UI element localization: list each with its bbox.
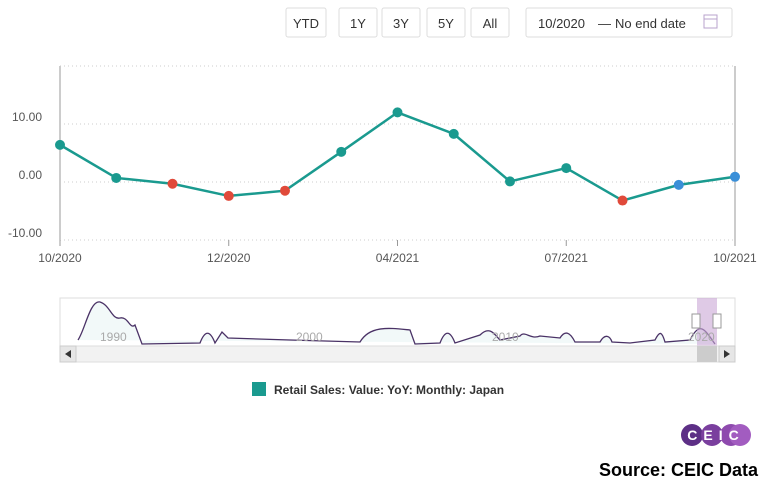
range-button-label: 1Y [350, 16, 366, 31]
navigator-window[interactable] [697, 298, 717, 346]
data-point[interactable] [336, 146, 347, 157]
navigator-handle[interactable] [712, 313, 722, 329]
data-point[interactable] [167, 178, 178, 189]
scrollbar[interactable] [59, 345, 736, 363]
range-button[interactable] [426, 7, 466, 38]
range-button-label: 3Y [393, 16, 409, 31]
y-tick-label: 0.00 [19, 168, 43, 182]
scroll-thumb[interactable] [697, 346, 717, 362]
logo: CEIC [681, 424, 751, 446]
navigator-label: 2010 [492, 330, 519, 344]
data-point[interactable] [55, 139, 65, 150]
x-tick-label: 10/2020 [38, 251, 82, 265]
logo-text: CEIC [687, 427, 744, 443]
navigator-line [77, 301, 716, 345]
range-button[interactable] [338, 7, 378, 38]
data-point[interactable] [561, 163, 572, 174]
legend-swatch[interactable] [252, 382, 266, 396]
range-button[interactable] [381, 7, 421, 38]
x-tick-label: 07/2021 [545, 251, 589, 265]
data-point[interactable] [280, 185, 290, 196]
y-tick-label: -10.00 [8, 226, 42, 240]
data-point[interactable] [730, 171, 740, 182]
navigator-label: 2000 [296, 330, 323, 344]
range-button[interactable] [285, 7, 327, 38]
range-button-label: All [483, 16, 498, 31]
series-line [59, 110, 736, 202]
data-point[interactable] [505, 176, 515, 187]
data-point[interactable] [111, 172, 122, 183]
y-tick-label: 10.00 [12, 110, 42, 124]
x-tick-label: 12/2020 [207, 251, 251, 265]
range-button-label: 5Y [438, 16, 454, 31]
data-point[interactable] [448, 128, 459, 139]
calendar-icon [703, 14, 718, 29]
source: Source: CEIC Data [599, 460, 759, 480]
data-point[interactable] [223, 190, 234, 201]
date-separator: — [598, 16, 611, 31]
navigator-label: 2020 [688, 330, 715, 344]
date-end: No end date [615, 16, 686, 31]
x-tick-label: 04/2021 [376, 251, 420, 265]
navigator-handle[interactable] [691, 313, 701, 329]
navigator-label: 1990 [100, 330, 127, 344]
range-button-label: YTD [293, 16, 319, 31]
date-start: 10/2020 [538, 16, 585, 31]
data-point[interactable] [617, 195, 628, 206]
data-point[interactable] [392, 107, 403, 118]
x-tick-label: 10/2021 [713, 251, 757, 265]
legend-label[interactable]: Retail Sales: Value: YoY: Monthly: Japan [274, 383, 504, 397]
range-button[interactable] [470, 7, 510, 38]
arrow-right [724, 350, 730, 358]
arrow-left [65, 350, 71, 358]
data-point[interactable] [673, 179, 684, 190]
date-range-box[interactable] [525, 7, 733, 38]
